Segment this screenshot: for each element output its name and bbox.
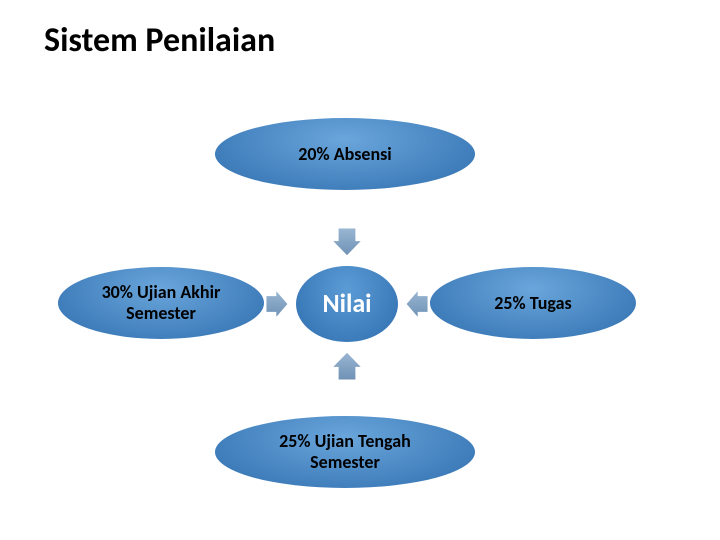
center-node-nilai: Nilai [294, 264, 400, 344]
arrow-down-icon [332, 228, 362, 256]
arrow-up-icon [332, 352, 362, 380]
node-right-tugas: 25% Tugas [428, 265, 638, 341]
node-top-absensi: 20% Absensi [213, 116, 477, 192]
node-left-label: 30% Ujian Akhir Semester [102, 282, 221, 323]
node-bottom-label: 25% Ujian Tengah Semester [279, 431, 411, 472]
node-top-label: 20% Absensi [298, 144, 391, 165]
node-bottom-ujian-tengah: 25% Ujian Tengah Semester [213, 414, 477, 490]
node-right-label: 25% Tugas [494, 293, 571, 314]
arrow-left-icon [406, 290, 428, 318]
node-left-ujian-akhir: 30% Ujian Akhir Semester [56, 265, 266, 341]
page-title: Sistem Penilaian [44, 20, 275, 61]
center-node-label: Nilai [322, 289, 371, 319]
arrow-right-icon [266, 290, 288, 318]
